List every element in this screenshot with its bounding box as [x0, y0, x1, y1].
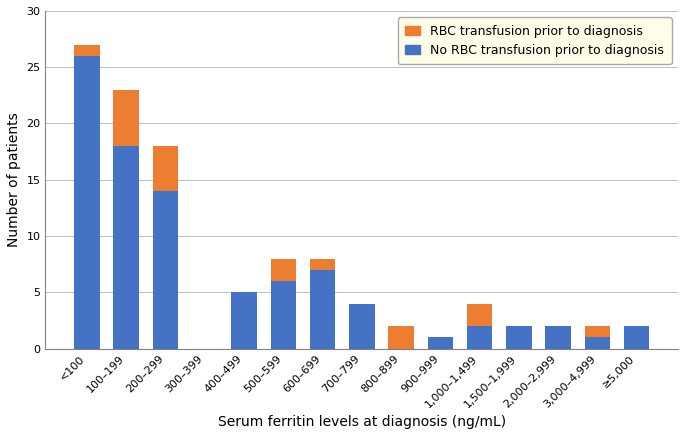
- Bar: [466, 326, 493, 349]
- Bar: [271, 281, 296, 349]
- Bar: [310, 270, 335, 349]
- Bar: [271, 259, 296, 281]
- Bar: [545, 326, 571, 349]
- X-axis label: Serum ferritin levels at diagnosis (ng/mL): Serum ferritin levels at diagnosis (ng/m…: [218, 415, 506, 429]
- Bar: [584, 326, 610, 337]
- Bar: [624, 326, 649, 349]
- Bar: [427, 337, 453, 349]
- Bar: [584, 337, 610, 349]
- Y-axis label: Number of patients: Number of patients: [7, 112, 21, 247]
- Bar: [153, 191, 178, 349]
- Legend: RBC transfusion prior to diagnosis, No RBC transfusion prior to diagnosis: RBC transfusion prior to diagnosis, No R…: [398, 17, 672, 65]
- Bar: [349, 303, 375, 349]
- Bar: [114, 146, 139, 349]
- Bar: [232, 292, 257, 349]
- Bar: [506, 326, 532, 349]
- Bar: [310, 259, 335, 270]
- Bar: [153, 146, 178, 191]
- Bar: [114, 90, 139, 146]
- Bar: [74, 56, 100, 349]
- Bar: [74, 45, 100, 56]
- Bar: [388, 326, 414, 349]
- Bar: [466, 303, 493, 326]
